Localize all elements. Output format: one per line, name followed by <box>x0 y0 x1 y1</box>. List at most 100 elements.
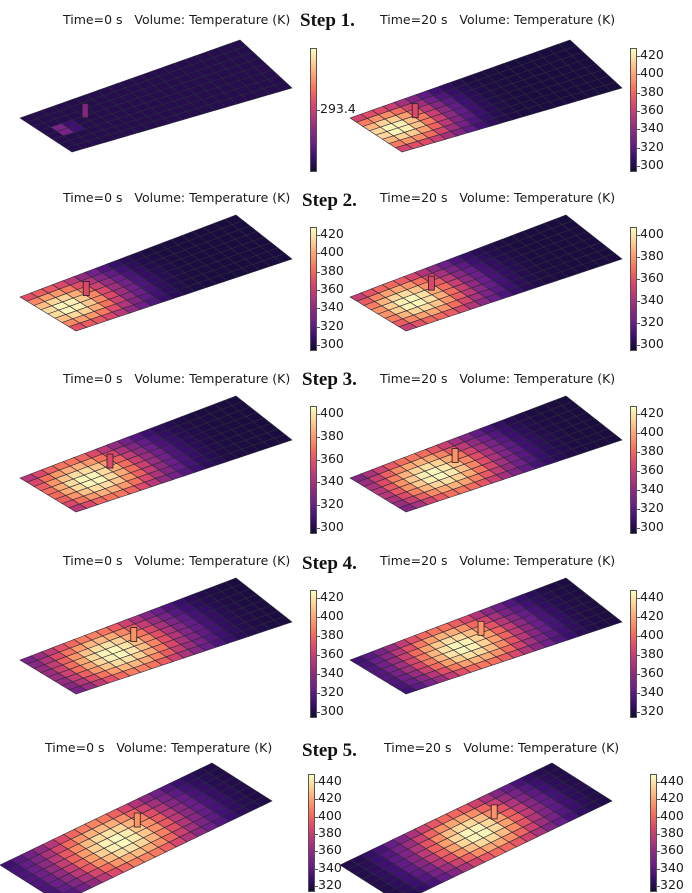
colorbar-tick-label: 340 <box>640 481 664 496</box>
colorbar-gradient <box>630 48 637 172</box>
colorbar-tick-label: 360 <box>640 270 664 285</box>
colorbar-tick-mark <box>317 235 320 236</box>
colorbar-gradient <box>630 227 637 351</box>
heater-probe <box>477 620 485 636</box>
colorbar-tick-label: 420 <box>640 405 664 420</box>
colorbar-tick-label: 340 <box>320 665 344 680</box>
colorbar-tick-label: 360 <box>320 450 344 466</box>
colorbar-tick-label: 380 <box>640 83 664 99</box>
plate-cell <box>603 616 623 626</box>
colorbar-tick-label: 300 <box>320 703 344 718</box>
colorbar-gradient <box>310 227 317 351</box>
colorbar-tick-label: 400 <box>320 405 344 420</box>
heater-probe <box>451 448 459 464</box>
colorbar-tick-mark <box>317 693 320 694</box>
colorbar-tick-mark <box>317 436 320 438</box>
plate-cell <box>593 795 613 807</box>
step-label: Step 1. <box>300 10 355 31</box>
plate-cell <box>603 253 623 263</box>
colorbar-tick-mark <box>637 636 640 637</box>
colorbar-tick-mark <box>637 509 640 510</box>
panel-title: Time=20 s Volume: Temperature (K) <box>380 12 616 27</box>
panel-title: Time=20 s Volume: Temperature (K) <box>384 740 620 755</box>
colorbar-tick-mark <box>637 414 640 415</box>
plate-cell <box>603 81 623 92</box>
heater-probe <box>490 804 498 820</box>
colorbar-tick-mark <box>637 129 640 131</box>
colorbar-tick-mark <box>317 459 320 461</box>
colorbar-tick-mark <box>657 886 660 887</box>
colorbar-tick-mark <box>637 712 640 713</box>
colorbar: 400 380 360 340 320 300 <box>310 406 350 534</box>
colorbar-tick-mark <box>637 56 640 57</box>
colorbar-tick-mark <box>317 505 320 507</box>
colorbar-tick-label: 380 <box>640 443 664 458</box>
colorbar-tick-mark <box>637 490 640 491</box>
colorbar-tick-mark <box>637 433 640 434</box>
colorbar-tick-label: 360 <box>640 102 664 117</box>
colorbar-gradient <box>308 774 315 892</box>
colorbar-tick-mark <box>637 674 640 675</box>
colorbar: 400 380 360 340 320 300 <box>630 227 670 351</box>
step-label: Step 4. <box>302 553 357 574</box>
colorbar-tick-label: 420 <box>318 790 342 806</box>
plate-cell <box>603 434 623 444</box>
colorbar-tick-label: 400 <box>318 807 342 823</box>
colorbar-tick-mark <box>657 868 660 870</box>
plate-cell <box>273 616 293 626</box>
colorbar-tick-label: 400 <box>640 65 664 81</box>
plate-cell <box>273 434 293 444</box>
panel-title: Time=20 s Volume: Temperature (K) <box>380 190 616 205</box>
colorbar-tick-label: 380 <box>320 262 344 278</box>
colorbar-tick-mark <box>637 166 640 167</box>
colorbar-tick-label: 320 <box>660 877 684 892</box>
colorbar-gradient <box>310 590 317 718</box>
colorbar: 420 400 380 360 340 320 300 <box>310 227 350 351</box>
colorbar-tick-mark <box>637 598 640 599</box>
colorbar-tick-label: 380 <box>660 825 684 840</box>
colorbar-tick-label: 360 <box>660 842 684 858</box>
colorbar-tick-mark <box>317 482 320 484</box>
colorbar-tick-label: 420 <box>320 226 344 241</box>
heater-probe <box>81 103 89 119</box>
plate-cell <box>45 888 64 893</box>
step-label: Step 5. <box>302 740 357 761</box>
panel-title: Time=0 s Volume: Temperature (K) <box>63 12 291 27</box>
colorbar-tick-mark <box>315 782 318 783</box>
colorbar-tick-label: 400 <box>320 244 344 260</box>
colorbar-gradient <box>310 406 317 534</box>
colorbar-tick-label: 420 <box>660 790 684 806</box>
colorbar-tick-label: 320 <box>320 317 344 333</box>
colorbar: 440 420 400 380 360 340 320 <box>308 774 348 892</box>
colorbar-tick-mark <box>657 816 660 818</box>
colorbar-tick-mark <box>317 598 320 599</box>
colorbar: 420 400 380 360 340 320 300 <box>630 406 670 534</box>
colorbar-tick-label: 300 <box>640 157 664 172</box>
heater-probe <box>106 453 114 469</box>
step-label: Step 2. <box>302 190 357 211</box>
heater-probe <box>427 275 435 291</box>
colorbar-tick-label: 340 <box>320 473 344 489</box>
colorbar-tick-mark <box>637 693 640 694</box>
colorbar-tick-label: 300 <box>640 336 664 351</box>
colorbar-tick-mark <box>317 414 320 415</box>
colorbar-tick-mark <box>637 257 640 258</box>
colorbar-tick-label: 300 <box>640 519 664 534</box>
panel-title: Time=20 s Volume: Temperature (K) <box>380 371 616 386</box>
colorbar-tick-label: 320 <box>320 684 344 699</box>
plate-cell <box>385 888 404 893</box>
colorbar-tick-mark <box>317 326 320 328</box>
colorbar-tick-mark <box>657 851 660 853</box>
colorbar-tick-label: 380 <box>640 646 664 661</box>
colorbar-tick-label: 320 <box>320 496 344 512</box>
colorbar-tick-mark <box>317 290 320 291</box>
panel-title: Time=0 s Volume: Temperature (K) <box>45 740 273 755</box>
colorbar-tick-mark <box>317 617 320 618</box>
colorbar-tick-label: 420 <box>320 589 344 604</box>
colorbar-tick-label: 400 <box>320 608 344 623</box>
heater-probe <box>82 281 90 296</box>
colorbar-tick-label: 320 <box>318 877 342 892</box>
colorbar-tick-mark <box>637 528 640 529</box>
